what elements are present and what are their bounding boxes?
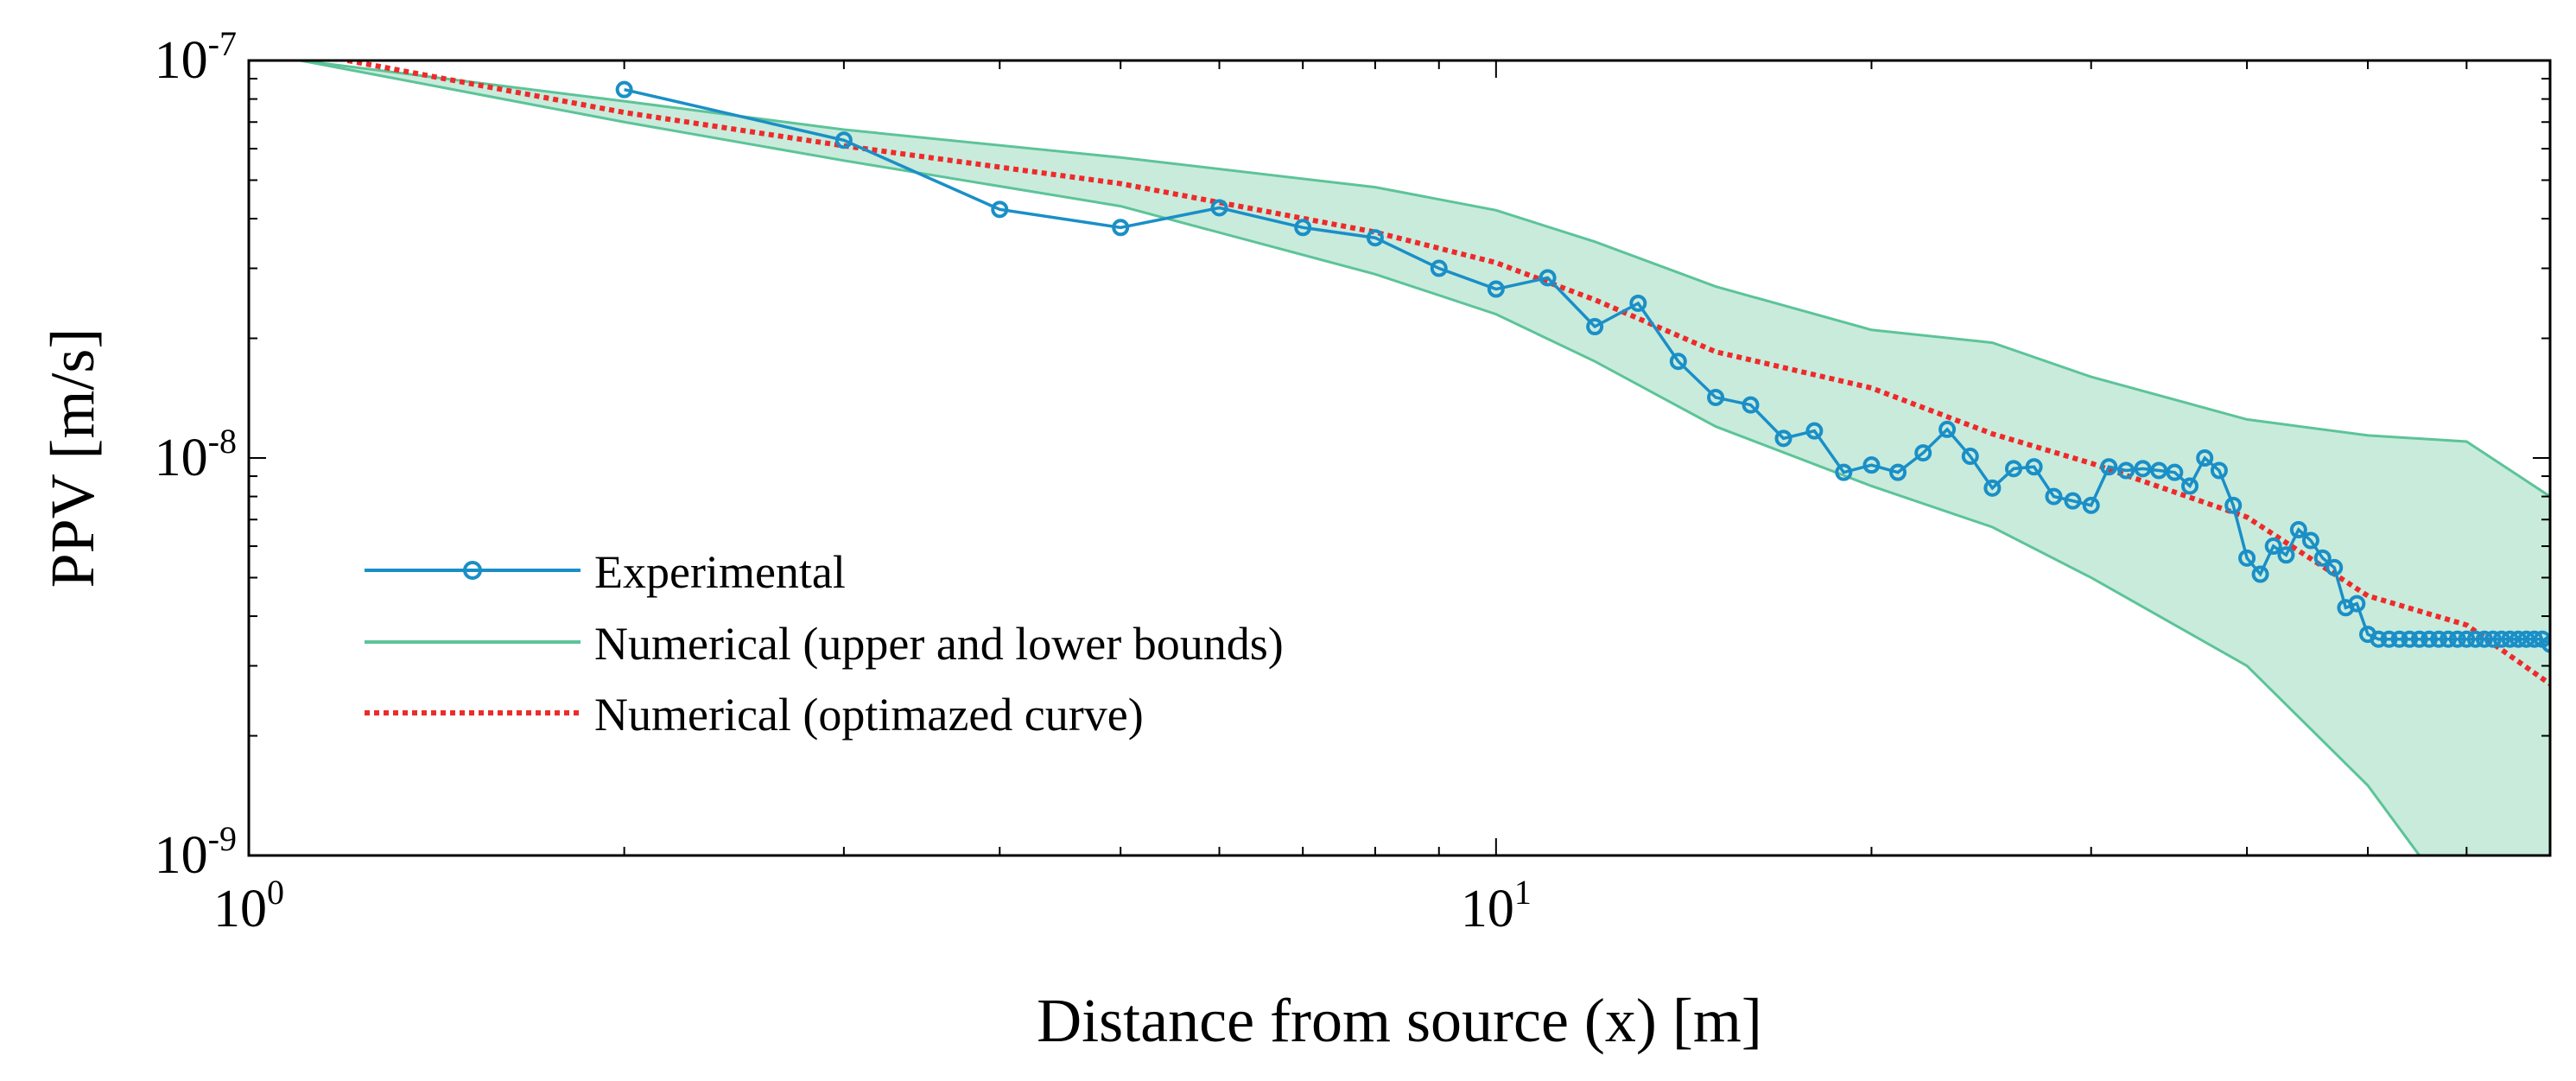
experimental-point [2492,630,2510,648]
upper-bound-line [300,60,2550,498]
legend-marker-experimental [463,561,482,580]
experimental-point [1805,422,1824,440]
plot-area [300,60,2550,855]
x-tick-label: 101 [1461,873,1532,938]
lower-bound-line [300,60,2421,855]
experimental-point [615,80,633,99]
experimental-point [1586,318,1604,336]
experimental-point [2448,630,2466,648]
experimental-point [1774,429,1792,448]
legend-label-experimental: Experimental [594,546,846,598]
experimental-point [2517,630,2535,648]
experimental-point [1669,353,1687,371]
experimental-point [2380,630,2398,648]
experimental-point [1707,388,1725,406]
legend-label-bounds: Numerical (upper and lower bounds) [594,618,1284,670]
experimental-point [2421,630,2439,648]
experimental-point [1742,396,1760,414]
experimental-point [2064,492,2082,510]
experimental-point [2251,565,2269,583]
y-axis-title: PPV [m/s] [38,328,107,588]
experimental-point [1366,229,1384,247]
experimental-point [2458,630,2476,648]
experimental-point [1862,456,1881,474]
experimental-point [2150,461,2168,480]
experimental-point [2401,630,2419,648]
experimental-point [1210,199,1228,217]
x-axis-title: Distance from source (x) [m] [1037,986,1762,1055]
experimental-point [2277,546,2295,564]
experimental-point [1112,219,1130,237]
experimental-point [834,131,853,149]
experimental-point [2541,635,2550,653]
experimental-point [2224,496,2243,514]
y-tick-label: 10-8 [155,422,237,487]
bounds-band-fill [300,60,2550,855]
experimental-point [1835,463,1853,481]
experimental-point [2301,531,2319,550]
experimental-point [1889,463,1907,481]
experimental-point [2264,537,2282,556]
experimental-point [2484,630,2502,648]
y-tick-label: 10-7 [155,24,237,90]
experimental-point [2004,460,2022,478]
experimental-point [2348,595,2366,613]
experimental-point [2082,496,2100,514]
experimental-point [2440,630,2458,648]
experimental-point [2025,458,2043,476]
experimental-point [1983,479,2002,497]
experimental-point [2117,461,2135,480]
experimental-point [2430,630,2448,648]
experimental-point [2390,630,2408,648]
experimental-point [2501,630,2519,648]
experimental-point [2325,558,2344,576]
experimental-point [2466,630,2484,648]
experimental-point [2525,630,2543,648]
experimental-point [2045,487,2063,506]
experimental-point [1938,420,1957,438]
x-axis-ticks: 100 101 [213,60,2551,938]
experimental-point [2210,461,2228,480]
experimental-point [2370,630,2388,648]
experimental-point [2100,458,2118,476]
experimental-point [1430,259,1448,277]
experimental-point [991,200,1009,219]
experimental-point [2475,630,2493,648]
y-tick-label: 10-9 [155,819,237,885]
experimental-point [2134,460,2152,478]
experimental-point [2196,449,2214,467]
experimental-point [2410,630,2428,648]
experimental-point [1294,219,1312,237]
experimental-point [2166,463,2184,481]
legend: Experimental Numerical (upper and lower … [365,546,1284,741]
experimental-point [1487,280,1505,298]
experimental-point [2238,549,2256,567]
experimental-point [1629,294,1647,312]
experimental-point [2181,477,2199,495]
experimental-point [1539,269,1557,287]
legend-label-optimized: Numerical (optimazed curve) [594,689,1144,741]
y-axis-ticks: 10-7 10-8 10-9 [155,24,2550,885]
experimental-point [1914,444,1932,462]
experimental-point [2313,549,2332,567]
experimental-point [1961,448,1979,466]
experimental-point [2509,630,2528,648]
x-tick-label: 100 [213,873,284,938]
experimental-point [2289,521,2307,539]
